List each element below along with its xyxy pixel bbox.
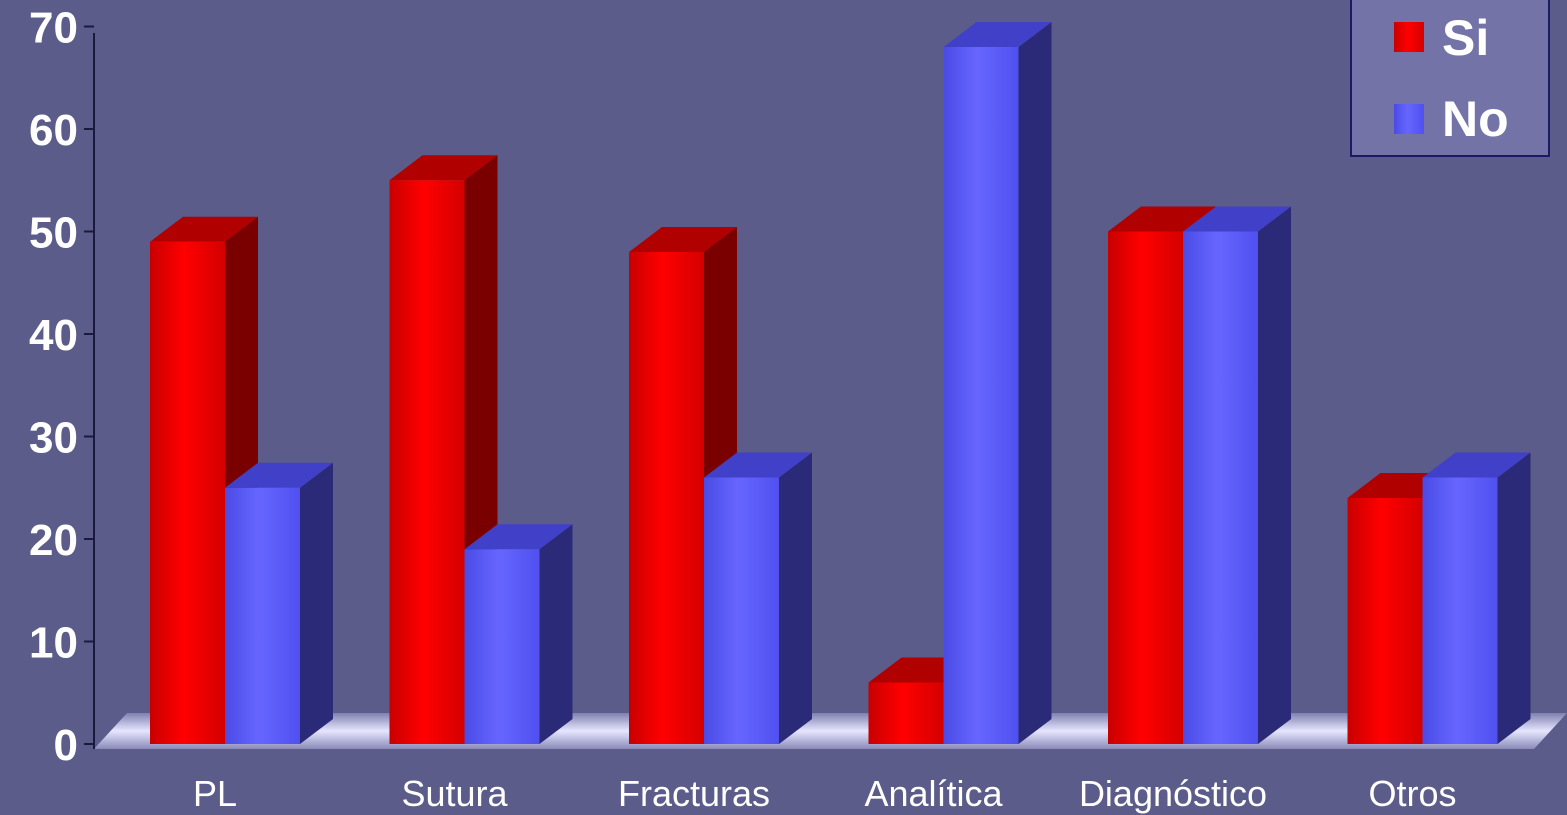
- legend-label-si: Si: [1442, 10, 1489, 66]
- bar-top: [225, 462, 333, 488]
- x-tick-label: Fracturas: [618, 773, 770, 814]
- legend-swatch-si: [1394, 22, 1424, 52]
- x-tick-label: Diagnóstico: [1079, 773, 1267, 814]
- bar-top: [1422, 452, 1531, 478]
- bar-front: [1108, 231, 1183, 744]
- bar-top: [943, 22, 1052, 47]
- legend-label-no: No: [1442, 91, 1509, 147]
- bar-front: [1347, 498, 1423, 744]
- bar-top: [464, 524, 573, 550]
- bar-side: [539, 524, 573, 744]
- bar-top: [704, 452, 812, 478]
- bar-top: [1183, 206, 1291, 232]
- bar-front: [389, 180, 465, 744]
- y-tick-label: 40: [29, 311, 78, 360]
- bar-side: [779, 452, 812, 744]
- legend: Si No: [1350, 0, 1550, 157]
- bar-top: [389, 155, 498, 181]
- x-tick-label: Otros: [1368, 773, 1456, 814]
- bar-top: [629, 227, 737, 252]
- bar-no-0: [225, 462, 333, 744]
- x-tick-label: Analítica: [864, 773, 1003, 814]
- y-tick-label: 30: [29, 414, 78, 463]
- bar-front: [629, 252, 704, 744]
- bar-no-1: [464, 524, 573, 744]
- bar-front: [225, 487, 300, 744]
- y-tick-label: 20: [29, 516, 78, 565]
- bars: [150, 22, 1531, 744]
- x-tick-label: Sutura: [401, 773, 508, 814]
- bar-top: [1108, 206, 1216, 232]
- y-tick-label: 0: [54, 721, 78, 770]
- bar-no-4: [1183, 206, 1291, 744]
- bar-no-5: [1422, 452, 1531, 744]
- y-tick-label: 50: [29, 209, 78, 258]
- y-axis: 0 10 20 30 40 50 60 70: [29, 4, 95, 770]
- y-tick-label: 60: [29, 106, 78, 155]
- bar-no-3: [943, 22, 1052, 744]
- y-tick-label: 70: [29, 4, 78, 53]
- bar-front: [1183, 231, 1258, 744]
- bar-side: [1018, 22, 1052, 744]
- y-tick-label: 10: [29, 619, 78, 668]
- bar-side: [1497, 452, 1531, 744]
- bar-front: [150, 241, 225, 744]
- bar-front: [868, 682, 944, 744]
- bar-front: [464, 549, 540, 744]
- bar-front: [704, 477, 779, 744]
- bar-side: [300, 462, 333, 744]
- bar-side: [1258, 206, 1291, 744]
- x-axis-labels: PL Sutura Fracturas Analítica Diagnóstico Otr…: [193, 773, 1457, 814]
- bar-front: [1422, 477, 1498, 744]
- legend-box: [1350, 0, 1550, 157]
- x-tick-label: PL: [193, 773, 237, 814]
- bar-front: [943, 47, 1019, 744]
- legend-swatch-no: [1394, 104, 1424, 134]
- bar-top: [150, 216, 258, 242]
- bar-no-2: [704, 452, 812, 744]
